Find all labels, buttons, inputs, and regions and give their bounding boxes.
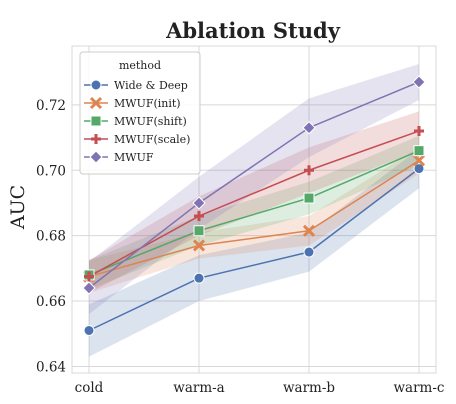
data-point <box>192 239 206 252</box>
data-point <box>303 246 315 258</box>
y-tick-label: 0.64 <box>36 359 66 375</box>
confidence-band <box>89 63 419 315</box>
confidence-band <box>89 135 419 290</box>
legend-label: Wide & Deep <box>114 79 188 92</box>
legend-label: MWUF <box>114 151 154 164</box>
data-point <box>82 281 96 295</box>
y-tick-label: 0.66 <box>36 294 66 310</box>
data-point <box>414 126 424 137</box>
legend-marker <box>90 79 102 91</box>
data-point <box>193 272 205 284</box>
data-point <box>413 163 425 175</box>
data-point <box>412 75 426 89</box>
legend-marker <box>91 134 101 144</box>
legend-item: MWUF(init) <box>84 96 181 110</box>
legend-label: MWUF(shift) <box>114 115 187 128</box>
legend-marker <box>89 96 103 110</box>
y-axis-label: AUC <box>7 185 29 230</box>
legend-item: MWUF(shift) <box>84 115 187 128</box>
data-point <box>412 154 426 167</box>
data-point <box>302 121 316 135</box>
legend-frame <box>79 51 201 175</box>
axis-ticks: 0.64 0.66 0.68 0.70 0.72 cold warm-a warm-b warm… <box>36 98 445 396</box>
series-line <box>88 168 420 332</box>
x-tick-label: cold <box>75 380 104 396</box>
series-markers <box>82 75 426 336</box>
legend-title: method <box>119 59 161 72</box>
data-point <box>413 145 425 157</box>
data-point <box>194 211 204 222</box>
legend-label: MWUF(init) <box>114 97 181 110</box>
chart-title: Ablation Study <box>165 18 341 43</box>
confidence-bands <box>89 63 419 357</box>
legend-label: MWUF(scale) <box>114 133 190 146</box>
y-tick-label: 0.70 <box>36 163 66 179</box>
series-lines <box>88 81 420 332</box>
data-point <box>303 192 315 204</box>
series-line <box>88 81 420 289</box>
data-point <box>304 165 314 176</box>
y-tick-label: 0.68 <box>36 229 66 245</box>
x-tick-label: warm-a <box>173 380 224 396</box>
legend-marker <box>90 115 102 127</box>
legend-item: MWUF(scale) <box>84 133 190 146</box>
legend: method Wide & Deep MWUF(init) MWUF(shift) M… <box>79 51 201 175</box>
legend-item: Wide & Deep <box>84 79 188 92</box>
data-point <box>84 271 94 282</box>
y-tick-label: 0.72 <box>36 98 66 114</box>
data-point <box>192 196 206 210</box>
legend-marker <box>89 150 103 164</box>
legend-item: MWUF <box>84 150 154 164</box>
confidence-band <box>89 147 419 293</box>
series-line <box>88 159 420 278</box>
plot-frame <box>71 45 437 374</box>
confidence-band <box>89 111 419 293</box>
x-tick-label: warm-c <box>394 380 445 396</box>
confidence-band <box>89 149 419 357</box>
series-line <box>88 149 420 276</box>
data-point <box>83 324 95 336</box>
x-tick-label: warm-b <box>283 380 335 396</box>
data-point <box>302 224 316 237</box>
data-point <box>193 225 205 237</box>
